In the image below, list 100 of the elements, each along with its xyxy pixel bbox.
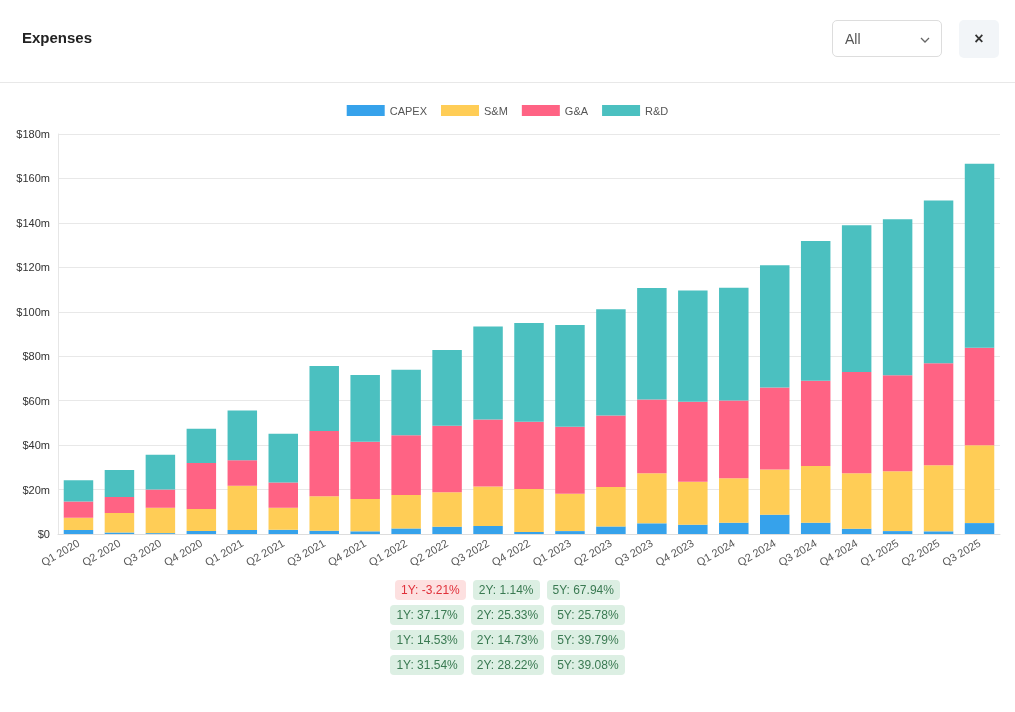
bar (186, 531, 217, 534)
text: 1Y: 37.17% (390, 605, 464, 625)
bar (637, 473, 667, 524)
bar (227, 530, 258, 534)
legend-label: CAPEX (389, 104, 428, 117)
bar (596, 309, 626, 416)
bar (432, 526, 462, 534)
x-tick-label: Q1 2021 (202, 536, 246, 569)
bar (555, 325, 585, 427)
y-tick-label: $80m (22, 350, 50, 363)
text: 1Y: 14.53% (390, 630, 464, 650)
x-tick-label: Q3 2020 (120, 536, 164, 569)
bar (350, 498, 380, 532)
bar (391, 369, 421, 436)
bar (104, 513, 135, 533)
bar (186, 462, 217, 510)
text: 1Y: -3.21% (395, 580, 466, 600)
bar (759, 387, 790, 470)
bar (473, 419, 503, 487)
bar (596, 487, 626, 527)
bar (350, 374, 380, 442)
bar (678, 524, 708, 534)
bar (800, 466, 831, 523)
legend-label: G&A (564, 104, 589, 117)
bar (350, 441, 380, 499)
bar (882, 531, 913, 534)
bar (186, 509, 217, 532)
x-tick-label: Q2 2023 (571, 536, 614, 569)
bar (841, 225, 872, 372)
bar (145, 454, 176, 490)
bar (63, 501, 94, 518)
bar (964, 347, 995, 446)
bar (637, 399, 667, 474)
bar (63, 517, 94, 530)
bar (104, 470, 135, 497)
bar (637, 523, 667, 534)
bar (964, 163, 995, 348)
bar (637, 288, 667, 400)
bar (268, 529, 299, 534)
x-tick-label: Q3 2021 (284, 536, 328, 569)
legend-label: S&M (484, 104, 508, 117)
bar (923, 200, 954, 364)
bar (596, 526, 626, 534)
x-tick-label: Q4 2023 (653, 536, 696, 569)
bar (268, 482, 299, 508)
bar (391, 528, 421, 534)
text: 1Y: 31.54% (390, 655, 464, 675)
bar (432, 492, 462, 527)
x-tick-label: Q1 2023 (530, 536, 573, 569)
bar (678, 401, 708, 482)
bar (678, 290, 708, 402)
y-tick-label: $60m (22, 394, 50, 407)
bar (841, 473, 872, 529)
bar (841, 528, 872, 534)
bar (391, 435, 421, 496)
bar (555, 531, 585, 534)
y-tick-label: $40m (22, 439, 50, 452)
bar (145, 489, 176, 508)
bar (678, 481, 708, 525)
bar (473, 486, 503, 526)
bar (923, 363, 954, 466)
x-tick-label: Q2 2020 (79, 536, 123, 569)
text: 2Y: 1.14% (472, 580, 540, 600)
y-tick-label: $100m (16, 305, 50, 318)
text: 5Y: 39.79% (551, 630, 625, 650)
text: 2Y: 14.73% (470, 630, 545, 650)
bar (800, 380, 831, 466)
bar (473, 326, 503, 420)
text: 5Y: 39.08% (551, 655, 625, 675)
bar (473, 526, 503, 534)
bar (186, 428, 217, 463)
bar (227, 485, 258, 530)
bar (268, 507, 299, 530)
y-tick-label: $20m (22, 483, 50, 496)
x-tick-label: Q3 2023 (612, 536, 655, 569)
bar (268, 433, 299, 483)
bar (514, 322, 544, 422)
bar (596, 415, 626, 488)
bar (432, 350, 462, 426)
y-tick-label: $180m (16, 128, 50, 140)
y-tick-label: $0 (37, 528, 50, 540)
bar (104, 496, 135, 514)
bar (432, 425, 462, 493)
bar (759, 469, 790, 515)
chart-title: Expenses (22, 29, 93, 46)
bar (227, 460, 258, 486)
bar (227, 410, 258, 461)
bar (309, 496, 339, 531)
x-tick-label: Q2 2021 (243, 536, 287, 569)
text: 2Y: 25.33% (470, 605, 545, 625)
y-tick-label: $120m (16, 261, 50, 274)
bar (882, 375, 913, 472)
bar (800, 522, 831, 534)
bar (555, 493, 585, 532)
bar (964, 445, 995, 524)
dropdown-field: All (832, 20, 942, 57)
bar (882, 219, 913, 376)
x-tick-label: Q4 2022 (489, 536, 532, 569)
bar (719, 400, 749, 479)
x-tick-label: Q4 2021 (325, 536, 369, 569)
